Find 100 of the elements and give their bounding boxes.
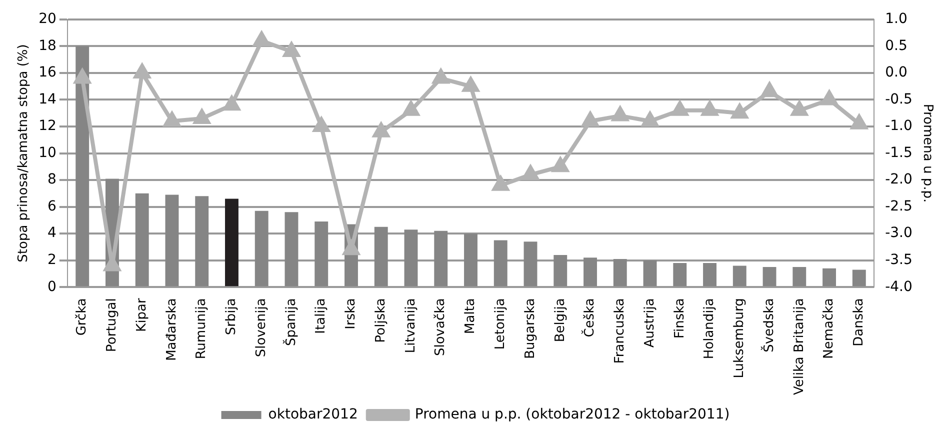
x-tick-label: Nemačka <box>822 298 837 359</box>
bar <box>792 267 806 286</box>
y2-tick-label: 0.5 <box>885 38 908 54</box>
point <box>462 77 479 92</box>
y2-tick-label: -4.0 <box>885 278 912 295</box>
y-tick-label: 14 <box>38 91 56 108</box>
y-tick-label: 16 <box>38 64 56 81</box>
bar <box>284 212 298 286</box>
y-tick-label: 2 <box>47 252 56 268</box>
point <box>74 69 90 84</box>
bar <box>314 222 328 286</box>
point <box>164 112 180 127</box>
point <box>313 117 330 132</box>
x-tick-label: Rumunija <box>194 298 210 360</box>
point <box>432 69 449 84</box>
y2-tick-label: -0.5 <box>885 91 912 108</box>
y-tick-label: 18 <box>38 38 56 54</box>
x-tick-label: Slovenija <box>254 298 269 358</box>
x-tick-label: Irska <box>344 298 359 330</box>
bar <box>613 259 627 286</box>
point <box>702 101 718 116</box>
x-tick-label: Slovačka <box>433 298 448 356</box>
point <box>612 106 628 122</box>
point <box>373 122 390 138</box>
y-tick-label: 6 <box>47 198 56 214</box>
bar <box>494 240 508 286</box>
y-tick-label: 8 <box>47 172 56 188</box>
point <box>821 90 838 106</box>
y-tick-label: 0 <box>47 278 56 295</box>
point <box>761 82 778 98</box>
bar <box>165 194 179 286</box>
point <box>283 42 300 58</box>
x-tick-label: Finska <box>672 298 688 339</box>
x-tick-label: Velika Britanija <box>792 298 807 396</box>
point <box>254 32 270 46</box>
point <box>552 158 568 172</box>
point <box>672 101 688 116</box>
bar <box>434 230 448 286</box>
bar <box>643 260 657 286</box>
bar <box>554 255 568 286</box>
x-tick-label: Švedska <box>760 298 777 352</box>
bar <box>732 266 746 286</box>
bar <box>254 210 268 286</box>
bar <box>584 258 597 286</box>
bar <box>762 267 776 286</box>
x-tick-label: Španija <box>282 298 299 346</box>
point <box>582 112 598 127</box>
x-tick-label: Litvanija <box>403 298 418 354</box>
bar <box>374 226 388 286</box>
x-tick-label: Češka <box>580 298 598 338</box>
bar <box>195 196 209 286</box>
bar <box>822 268 836 286</box>
x-tick-label: Mađarska <box>164 298 180 361</box>
y-tick-label: 20 <box>38 11 56 28</box>
y2-axis-title: Promena u p.p. <box>920 104 935 203</box>
legend-label: oktobar2012 <box>268 406 358 423</box>
point <box>194 109 210 124</box>
x-tick-label: Malta <box>463 298 478 334</box>
x-tick-label: Luksemburg <box>732 298 748 378</box>
bar <box>225 198 238 286</box>
point <box>134 64 150 78</box>
point <box>791 101 808 116</box>
x-tick-label: Bugarska <box>522 298 538 359</box>
x-tick-label: Francuska <box>612 298 628 364</box>
x-tick-label: Italija <box>314 298 329 334</box>
bar <box>404 230 418 286</box>
point <box>402 101 420 116</box>
y2-tick-label: 0.0 <box>885 64 908 81</box>
point <box>732 104 748 119</box>
x-tick-label: Belgija <box>552 298 568 342</box>
y2-tick-label: 1.0 <box>885 11 908 28</box>
point <box>343 240 360 256</box>
y-tick-label: 4 <box>47 225 56 242</box>
x-tick-label: Letonija <box>493 298 508 350</box>
y2-tick-label: -1.5 <box>885 144 912 161</box>
point <box>492 176 509 191</box>
y-tick-label: 10 <box>38 144 56 161</box>
x-tick-label: Danska <box>852 298 867 346</box>
bar <box>852 270 866 286</box>
x-tick-label: Srbija <box>224 298 240 336</box>
point <box>522 166 539 180</box>
y2-tick-label: -3.5 <box>885 252 912 268</box>
bar <box>464 234 478 286</box>
bar <box>135 193 149 286</box>
y2-tick-label: -3.0 <box>885 225 912 242</box>
y2-tick-label: -2.0 <box>885 172 912 188</box>
x-tick-label: Grčka <box>74 298 90 336</box>
point <box>851 114 868 130</box>
y-tick-label: 12 <box>38 118 56 134</box>
y-axis-title: Stopa prinosa/kamatna stopa (%) <box>16 44 32 262</box>
bar <box>703 263 716 286</box>
legend-label: Promena u p.p. (oktobar2012 - oktobar2011) <box>414 406 730 423</box>
point <box>224 96 240 111</box>
x-tick-label: Kipar <box>134 297 150 332</box>
x-tick-label: Poljska <box>373 298 388 343</box>
point <box>642 112 658 127</box>
y2-tick-label: -1.0 <box>885 118 912 134</box>
bar <box>76 46 90 286</box>
x-tick-label: Portugal <box>104 298 120 352</box>
y2-tick-label: -2.5 <box>885 198 912 214</box>
